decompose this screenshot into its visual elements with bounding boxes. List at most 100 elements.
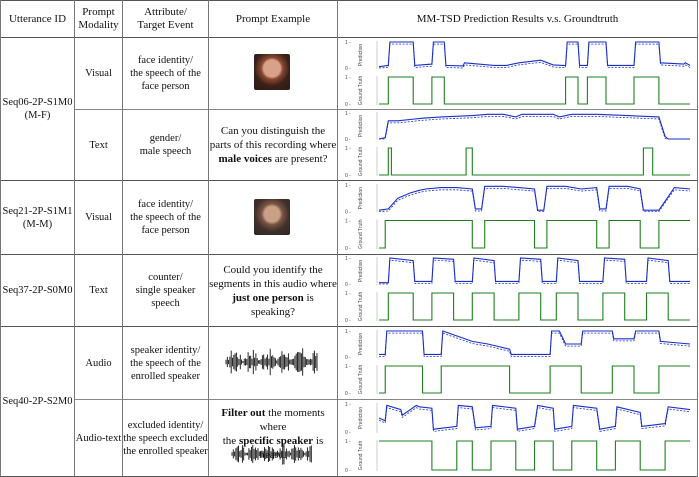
attribute-cell: counter/ single speaker speech bbox=[123, 255, 208, 326]
column-divider bbox=[208, 0, 209, 477]
modality-label: Visual bbox=[85, 212, 112, 223]
utterance-id: Seq37-2P-S0M0 bbox=[2, 285, 73, 296]
y-tick-label: 1 - bbox=[345, 219, 351, 225]
prompt-fragment: is speaking? bbox=[251, 291, 314, 318]
modality-cell: Visual bbox=[75, 38, 122, 109]
attribute-line: excluded identity/ bbox=[127, 419, 204, 431]
table-left-border bbox=[0, 0, 1, 477]
attribute-line: the speech of the bbox=[130, 357, 201, 369]
prompt-fragment: the moments where bbox=[259, 407, 325, 433]
column-divider bbox=[74, 0, 75, 477]
attribute-line: face identity/ bbox=[137, 55, 194, 66]
ground-truth-series-line bbox=[379, 219, 690, 249]
header-attribute-line: Attribute/ bbox=[144, 6, 187, 18]
row-divider bbox=[0, 254, 698, 255]
y-axis-label: Ground Truth bbox=[358, 292, 364, 322]
modality-label: Audio-text bbox=[75, 432, 122, 444]
y-axis-label: Prediction bbox=[358, 333, 364, 355]
attribute-cell: face identity/ the speech of the face pe… bbox=[123, 181, 208, 254]
attribute-line: counter/ bbox=[148, 272, 183, 283]
utterance-id-cell: Seq06-2P-S1M0 (M-F) bbox=[1, 38, 74, 180]
y-axis-label: Ground Truth bbox=[358, 76, 364, 106]
ground-truth-series-line bbox=[379, 147, 690, 176]
y-tick-label: 0 - bbox=[345, 246, 351, 252]
utterance-id: Seq40-2P-S2M0 bbox=[2, 396, 73, 407]
row-divider bbox=[0, 180, 698, 181]
prompt-line: male voices are present? bbox=[218, 152, 327, 166]
y-tick-label: 0 - bbox=[345, 430, 351, 436]
utterance-id: Seq06-2P-S1M0 bbox=[2, 97, 73, 108]
attribute-line: male speech bbox=[139, 146, 192, 157]
prompt-line: Could you identify the bbox=[223, 263, 323, 276]
header-utterance-id: Utterance ID bbox=[1, 1, 74, 37]
waveform-icon bbox=[225, 348, 318, 376]
column-divider bbox=[337, 0, 338, 477]
y-axis-label: Prediction bbox=[358, 187, 364, 209]
y-axis-label: Ground Truth bbox=[358, 219, 364, 249]
modality-label: Visual bbox=[85, 68, 112, 79]
attribute-line: single speaker bbox=[135, 285, 196, 296]
prediction-vs-groundtruth-plot: 1 - 0 - Prediction 1 - 0 - Ground Truth bbox=[345, 40, 691, 108]
text-prompt: Filter out the moments where the specifi… bbox=[209, 406, 337, 462]
prediction-series-line bbox=[378, 113, 690, 140]
table-top-border bbox=[0, 0, 698, 1]
prediction-series-dashed-line bbox=[379, 332, 691, 357]
y-tick-label: 1 - bbox=[345, 146, 351, 152]
y-axis-label: Ground Truth bbox=[358, 147, 364, 177]
utterance-id: Seq21-2P-S1M1 bbox=[2, 205, 73, 217]
header-attribute: Attribute/ Target Event bbox=[123, 1, 208, 37]
y-tick-label: 0 - bbox=[345, 318, 351, 324]
modality-cell: Text bbox=[75, 255, 122, 326]
header-prompt-modality-line: Prompt bbox=[82, 6, 115, 18]
prediction-series-dashed-line bbox=[379, 259, 690, 285]
modality-label: Text bbox=[89, 285, 108, 296]
text-prompt: Can you distinguish the parts of this re… bbox=[209, 110, 337, 180]
prediction-vs-groundtruth-plot: 1 - 0 - Prediction 1 - 0 - Ground Truth bbox=[345, 111, 690, 179]
attribute-line: face identity/ bbox=[137, 199, 194, 210]
prompt-emphasis: specific speaker bbox=[238, 435, 314, 447]
y-tick-label: 1 - bbox=[345, 291, 351, 297]
header-prompt-modality: Prompt Modality bbox=[75, 1, 122, 37]
attribute-line: enrolled speaker bbox=[130, 370, 201, 382]
row-divider bbox=[0, 326, 698, 327]
y-tick-label: 0 - bbox=[345, 391, 351, 397]
attribute-line: face person bbox=[141, 225, 190, 236]
utterance-id-cell: Seq40-2P-S2M0 bbox=[1, 327, 74, 476]
attribute-line: the speech excluded bbox=[123, 432, 208, 444]
column-divider bbox=[122, 0, 123, 477]
table-right-border bbox=[697, 0, 698, 477]
waveform-icon bbox=[231, 443, 312, 465]
header-results-label: MM-TSD Prediction Results v.s. Groundtru… bbox=[416, 12, 619, 25]
prediction-vs-groundtruth-plot: 1 - 0 - Prediction 1 - 0 - Ground Truth bbox=[345, 183, 691, 252]
y-axis-label: Ground Truth bbox=[358, 365, 364, 395]
attribute-line: the enrolled speaker bbox=[123, 445, 208, 457]
modality-cell: Visual bbox=[75, 181, 122, 254]
prompt-line: parts of this recording where bbox=[209, 139, 337, 151]
prompt-line: just one person is speaking? bbox=[209, 291, 337, 319]
y-tick-label: 0 - bbox=[345, 173, 351, 179]
prediction-series-line bbox=[378, 404, 691, 430]
header-results: MM-TSD Prediction Results v.s. Groundtru… bbox=[338, 1, 697, 37]
attribute-cell: speaker identity/ the speech of the enro… bbox=[123, 327, 208, 399]
row-divider bbox=[74, 109, 698, 110]
y-axis-label: Prediction bbox=[358, 260, 364, 282]
prediction-vs-groundtruth-plot: 1 - 0 - Prediction 1 - 0 - Ground Truth bbox=[345, 329, 691, 397]
attribute-line: the speech of the bbox=[130, 212, 201, 223]
y-axis-label: Prediction bbox=[358, 115, 364, 137]
header-utterance-id-label: Utterance ID bbox=[8, 12, 67, 25]
y-tick-label: 1 - bbox=[345, 439, 351, 445]
utterance-pair-type: (M-F) bbox=[24, 110, 51, 121]
y-tick-label: 0 - bbox=[345, 210, 351, 216]
prompt-line: Filter out the moments where bbox=[209, 406, 337, 434]
prompt-line: Can you distinguish the bbox=[220, 125, 326, 137]
prompt-fragment: are present? bbox=[271, 153, 328, 165]
prompt-emphasis: just one person bbox=[232, 291, 304, 304]
y-tick-label: 0 - bbox=[345, 137, 351, 143]
attribute-line: speaker identity/ bbox=[130, 344, 201, 356]
modality-cell: Audio-text bbox=[75, 400, 122, 476]
row-divider bbox=[74, 399, 698, 400]
y-tick-label: 1 - bbox=[345, 402, 351, 408]
female-face-icon bbox=[254, 54, 290, 90]
prediction-series-line bbox=[379, 330, 691, 355]
y-tick-label: 0 - bbox=[345, 102, 351, 108]
